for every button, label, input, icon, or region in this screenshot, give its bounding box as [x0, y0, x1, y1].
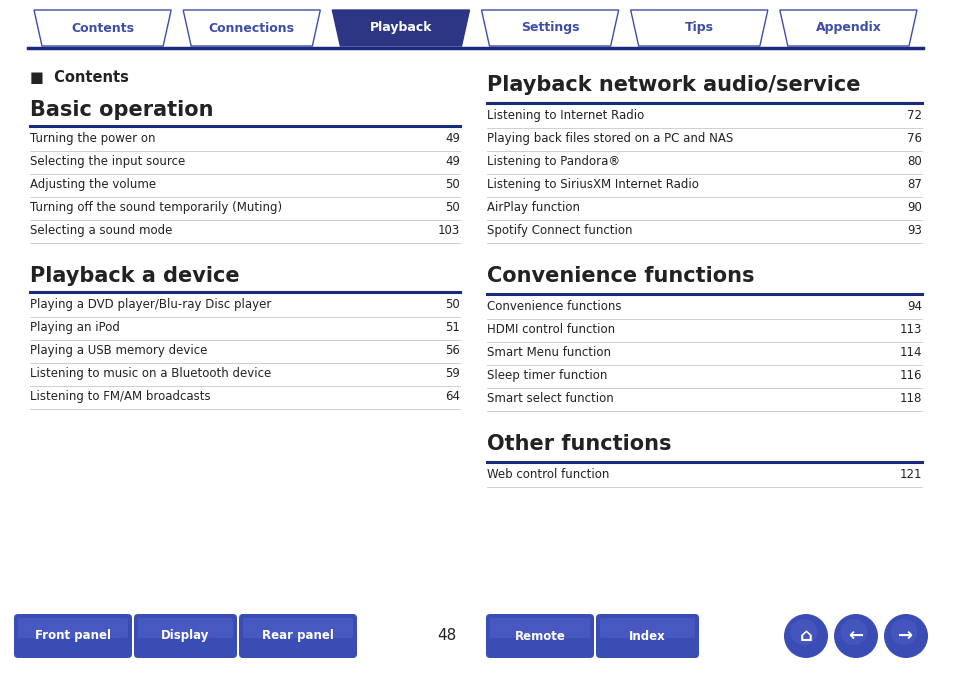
Text: Selecting a sound mode: Selecting a sound mode [30, 224, 172, 237]
Polygon shape [332, 10, 469, 46]
Text: 118: 118 [899, 392, 921, 405]
Text: Listening to SiriusXM Internet Radio: Listening to SiriusXM Internet Radio [486, 178, 699, 191]
FancyBboxPatch shape [14, 614, 132, 658]
Text: 90: 90 [906, 201, 921, 214]
Circle shape [883, 614, 927, 658]
Text: AirPlay function: AirPlay function [486, 201, 579, 214]
Text: ←: ← [847, 627, 862, 645]
Text: 94: 94 [906, 300, 921, 313]
Text: 87: 87 [906, 178, 921, 191]
FancyBboxPatch shape [490, 618, 589, 638]
Text: 103: 103 [437, 224, 459, 237]
Text: 51: 51 [445, 321, 459, 334]
Text: Playback: Playback [369, 22, 432, 34]
Polygon shape [630, 10, 767, 46]
Text: Adjusting the volume: Adjusting the volume [30, 178, 156, 191]
Circle shape [783, 614, 827, 658]
Text: 76: 76 [906, 132, 921, 145]
Text: Listening to FM/AM broadcasts: Listening to FM/AM broadcasts [30, 390, 211, 403]
Text: 114: 114 [899, 346, 921, 359]
Text: 116: 116 [899, 369, 921, 382]
Polygon shape [779, 10, 916, 46]
Text: Convenience functions: Convenience functions [486, 266, 754, 286]
Text: Connections: Connections [209, 22, 294, 34]
Text: 56: 56 [445, 344, 459, 357]
Text: Basic operation: Basic operation [30, 100, 213, 120]
Text: 49: 49 [444, 155, 459, 168]
Text: Index: Index [628, 629, 665, 643]
Polygon shape [34, 10, 171, 46]
Circle shape [833, 614, 877, 658]
Polygon shape [183, 10, 320, 46]
Text: 50: 50 [445, 201, 459, 214]
Circle shape [890, 618, 916, 645]
FancyBboxPatch shape [18, 618, 128, 638]
Text: Smart select function: Smart select function [486, 392, 613, 405]
Text: 64: 64 [444, 390, 459, 403]
Text: →: → [898, 627, 913, 645]
Text: HDMI control function: HDMI control function [486, 323, 615, 336]
Text: Playing an iPod: Playing an iPod [30, 321, 120, 334]
Text: Listening to Pandora®: Listening to Pandora® [486, 155, 619, 168]
Text: Tips: Tips [684, 22, 713, 34]
Text: 48: 48 [436, 629, 456, 643]
Text: Display: Display [161, 629, 210, 643]
Text: 50: 50 [445, 298, 459, 311]
FancyBboxPatch shape [596, 614, 699, 658]
Text: 49: 49 [444, 132, 459, 145]
Text: Listening to Internet Radio: Listening to Internet Radio [486, 109, 643, 122]
Circle shape [840, 618, 866, 645]
Text: Playback a device: Playback a device [30, 266, 239, 286]
Text: Playing a USB memory device: Playing a USB memory device [30, 344, 207, 357]
Text: Settings: Settings [520, 22, 578, 34]
Text: Sleep timer function: Sleep timer function [486, 369, 607, 382]
FancyBboxPatch shape [138, 618, 233, 638]
Text: 59: 59 [445, 367, 459, 380]
Text: 121: 121 [899, 468, 921, 481]
Text: 72: 72 [906, 109, 921, 122]
Text: 80: 80 [906, 155, 921, 168]
Circle shape [790, 618, 817, 645]
Text: Spotify Connect function: Spotify Connect function [486, 224, 632, 237]
Text: ■  Contents: ■ Contents [30, 70, 129, 85]
Text: Turning off the sound temporarily (Muting): Turning off the sound temporarily (Mutin… [30, 201, 282, 214]
Text: Contents: Contents [71, 22, 134, 34]
Text: ⌂: ⌂ [799, 627, 812, 645]
Text: Convenience functions: Convenience functions [486, 300, 620, 313]
Text: Listening to music on a Bluetooth device: Listening to music on a Bluetooth device [30, 367, 271, 380]
Text: 113: 113 [899, 323, 921, 336]
FancyBboxPatch shape [243, 618, 353, 638]
FancyBboxPatch shape [599, 618, 695, 638]
Text: Selecting the input source: Selecting the input source [30, 155, 185, 168]
Text: Playing back files stored on a PC and NAS: Playing back files stored on a PC and NA… [486, 132, 733, 145]
Text: 50: 50 [445, 178, 459, 191]
Text: 93: 93 [906, 224, 921, 237]
Text: Front panel: Front panel [35, 629, 111, 643]
Text: Playing a DVD player/Blu-ray Disc player: Playing a DVD player/Blu-ray Disc player [30, 298, 271, 311]
Text: Rear panel: Rear panel [262, 629, 334, 643]
Text: Turning the power on: Turning the power on [30, 132, 155, 145]
FancyBboxPatch shape [485, 614, 594, 658]
FancyBboxPatch shape [133, 614, 236, 658]
Text: Appendix: Appendix [815, 22, 881, 34]
Polygon shape [481, 10, 618, 46]
Text: Web control function: Web control function [486, 468, 609, 481]
Text: Playback network audio/service: Playback network audio/service [486, 75, 860, 95]
Text: Remote: Remote [514, 629, 565, 643]
Text: Other functions: Other functions [486, 434, 671, 454]
FancyBboxPatch shape [239, 614, 356, 658]
Text: Smart Menu function: Smart Menu function [486, 346, 610, 359]
